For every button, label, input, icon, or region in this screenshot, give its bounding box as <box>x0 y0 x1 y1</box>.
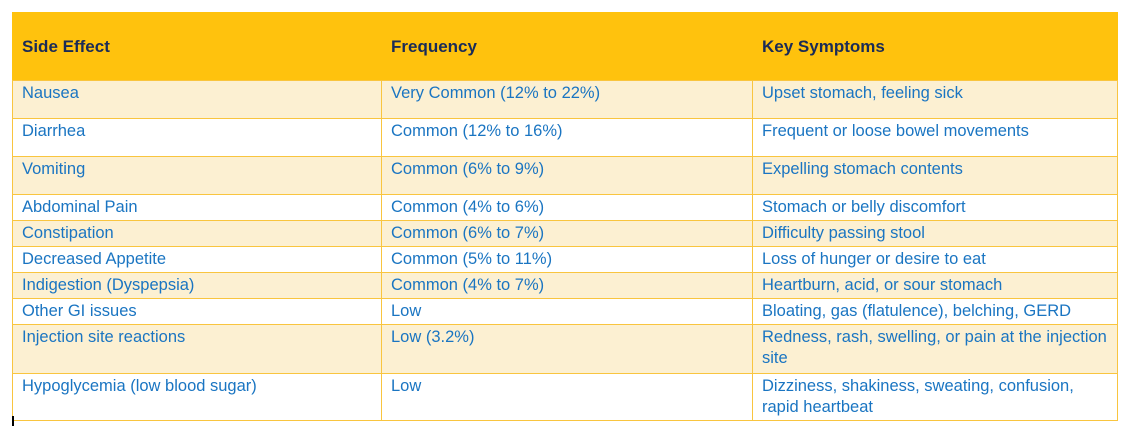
cell-side-effect: Vomiting <box>12 156 382 195</box>
cell-symptoms: Expelling stomach contents <box>752 156 1118 195</box>
cell-side-effect: Hypoglycemia (low blood sugar) <box>12 373 382 421</box>
cell-symptoms: Stomach or belly discomfort <box>752 194 1118 221</box>
table-row: Diarrhea Common (12% to 16%) Frequent or… <box>12 118 1118 157</box>
cell-frequency: Common (12% to 16%) <box>381 118 753 157</box>
cell-side-effect: Injection site reactions <box>12 324 382 374</box>
cell-side-effect: Other GI issues <box>12 298 382 325</box>
cell-symptoms: Upset stomach, feeling sick <box>752 80 1118 119</box>
table-row: Constipation Common (6% to 7%) Difficult… <box>12 220 1118 247</box>
cell-symptoms: Frequent or loose bowel movements <box>752 118 1118 157</box>
table-row: Indigestion (Dyspepsia) Common (4% to 7%… <box>12 272 1118 299</box>
cell-symptoms: Difficulty passing stool <box>752 220 1118 247</box>
table-row: Vomiting Common (6% to 9%) Expelling sto… <box>12 156 1118 195</box>
cell-side-effect: Constipation <box>12 220 382 247</box>
table-row: Decreased Appetite Common (5% to 11%) Lo… <box>12 246 1118 273</box>
table-row: Abdominal Pain Common (4% to 6%) Stomach… <box>12 194 1118 221</box>
table-row: Hypoglycemia (low blood sugar) Low Dizzi… <box>12 373 1118 421</box>
cell-frequency: Common (4% to 7%) <box>381 272 753 299</box>
cell-symptoms: Heartburn, acid, or sour stomach <box>752 272 1118 299</box>
cell-frequency: Very Common (12% to 22%) <box>381 80 753 119</box>
cell-frequency: Low <box>381 298 753 325</box>
header-row: Side Effect Frequency Key Symptoms <box>12 12 1118 81</box>
cell-frequency: Low <box>381 373 753 421</box>
column-header-key-symptoms: Key Symptoms <box>752 12 1118 81</box>
text-cursor <box>12 416 14 426</box>
cell-side-effect: Decreased Appetite <box>12 246 382 273</box>
table-row: Other GI issues Low Bloating, gas (flatu… <box>12 298 1118 325</box>
cell-side-effect: Indigestion (Dyspepsia) <box>12 272 382 299</box>
cell-side-effect: Diarrhea <box>12 118 382 157</box>
column-header-side-effect: Side Effect <box>12 12 382 81</box>
cell-frequency: Common (5% to 11%) <box>381 246 753 273</box>
cell-side-effect: Abdominal Pain <box>12 194 382 221</box>
cell-frequency: Common (4% to 6%) <box>381 194 753 221</box>
side-effects-table: Side Effect Frequency Key Symptoms Nause… <box>12 12 1118 421</box>
table-row: Injection site reactions Low (3.2%) Redn… <box>12 324 1118 374</box>
cell-symptoms: Bloating, gas (flatulence), belching, GE… <box>752 298 1118 325</box>
table-header: Side Effect Frequency Key Symptoms <box>12 12 1118 81</box>
cell-symptoms: Dizziness, shakiness, sweating, confusio… <box>752 373 1118 421</box>
cell-frequency: Common (6% to 9%) <box>381 156 753 195</box>
cell-frequency: Low (3.2%) <box>381 324 753 374</box>
cell-side-effect: Nausea <box>12 80 382 119</box>
table-row: Nausea Very Common (12% to 22%) Upset st… <box>12 80 1118 119</box>
column-header-frequency: Frequency <box>381 12 753 81</box>
cell-symptoms: Loss of hunger or desire to eat <box>752 246 1118 273</box>
cell-symptoms: Redness, rash, swelling, or pain at the … <box>752 324 1118 374</box>
cell-frequency: Common (6% to 7%) <box>381 220 753 247</box>
